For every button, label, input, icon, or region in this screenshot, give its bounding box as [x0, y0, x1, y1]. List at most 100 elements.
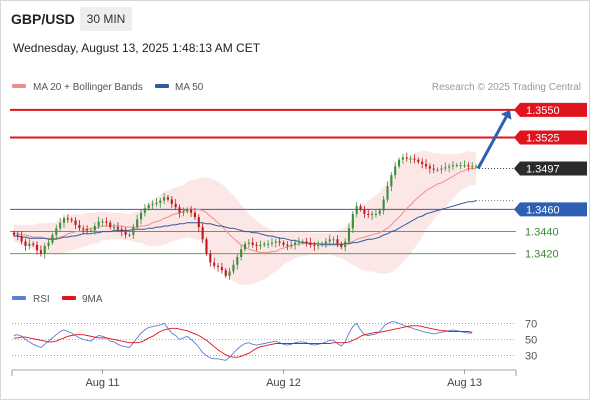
candle-body [351, 213, 354, 229]
candle-body [394, 166, 397, 176]
candle-body [155, 202, 158, 204]
candle-body [305, 241, 308, 243]
legend-ma20-label: MA 20 + Bollinger Bands [33, 82, 143, 93]
candle-body [93, 226, 96, 231]
candle-body [278, 241, 281, 243]
candle-body [51, 234, 54, 243]
level-label-4: 1.3420 [525, 249, 559, 261]
rsi-level-label-2: 30 [525, 351, 537, 363]
candle-body [89, 230, 93, 232]
candle-body [32, 243, 35, 245]
candle-body [421, 161, 424, 165]
candle-body [467, 165, 470, 167]
candle-body [270, 242, 274, 244]
candle-body [344, 241, 347, 248]
candle-body [282, 242, 285, 245]
chart-datetime: Wednesday, August 13, 2025 1:48:13 AM CE… [13, 41, 261, 55]
candle-body [324, 241, 327, 244]
candle-body [320, 243, 324, 245]
candle-body [78, 224, 81, 229]
candle-body [274, 241, 277, 243]
candle-body [459, 165, 462, 167]
candle-body [201, 227, 204, 240]
candle-body [174, 203, 177, 208]
candle-body [55, 228, 58, 235]
candle-body [290, 244, 293, 246]
candle-body [143, 208, 146, 213]
candle-body [455, 165, 458, 167]
candle-body [428, 166, 431, 169]
last-price-label: 1.3497 [526, 164, 560, 176]
level-tag-0 [514, 102, 587, 117]
candle-body [209, 253, 212, 263]
candle-body [378, 210, 381, 214]
candle-body [363, 209, 366, 214]
candle-body [409, 158, 412, 160]
candle-body [166, 197, 170, 200]
candle-body [74, 220, 77, 225]
candle-body [448, 166, 451, 168]
legend-rsi-swatch [12, 296, 26, 300]
candle-body [236, 256, 239, 265]
candle-body [228, 271, 231, 276]
credit-text: Research © 2025 Trading Central [432, 82, 581, 93]
rsi-line [13, 321, 473, 361]
candle-body [132, 227, 135, 235]
x-tick-label: Aug 13 [447, 377, 482, 389]
candle-body [216, 265, 220, 267]
candle-body [247, 242, 250, 244]
candle-body [124, 231, 127, 235]
candle-body [397, 159, 401, 167]
candle-body [151, 203, 154, 206]
candle-body [359, 206, 362, 210]
candle-body [232, 264, 235, 272]
candle-body [390, 175, 393, 187]
candle-body [255, 244, 258, 246]
candle-body [386, 186, 389, 200]
candle-body [367, 213, 370, 215]
candle-body [109, 222, 112, 228]
candle-body [309, 242, 312, 245]
candle-body [82, 228, 85, 230]
level-tags: 1.3550 1.3525 1.3460 1.3440 1.3420 1.3497 [514, 102, 587, 261]
level-tag-label-1: 1.3525 [526, 133, 560, 145]
bollinger-band-area [13, 150, 477, 285]
legend-ma50-label: MA 50 [175, 82, 204, 93]
projection-line [476, 116, 508, 170]
candle-body [163, 197, 166, 201]
candle-body [20, 235, 23, 242]
candle-body [39, 250, 42, 254]
rsi-panel: 70 50 30 [12, 318, 537, 363]
candle-body [197, 217, 200, 228]
candle-body [451, 165, 455, 167]
candle-body [182, 211, 185, 213]
candle-body [86, 229, 89, 231]
candle-body [120, 229, 123, 232]
candle-body [371, 213, 374, 215]
timeframe-button[interactable]: 30 MIN [80, 7, 132, 31]
instrument-title: GBP/USD [11, 11, 75, 27]
candle-body [136, 219, 139, 228]
candle-body [24, 241, 27, 246]
candles [12, 152, 478, 280]
candle-body [16, 234, 19, 236]
candle-body [347, 228, 351, 242]
candle-body [313, 244, 316, 246]
candle-body [186, 209, 189, 212]
candle-body [193, 212, 196, 218]
candle-body [139, 212, 143, 220]
candle-body [240, 249, 243, 257]
candle-body [328, 239, 331, 242]
candle-body [70, 219, 73, 221]
candle-body [444, 167, 447, 169]
legend-ma50-swatch [155, 84, 169, 88]
candle-body [190, 209, 193, 213]
candle-body [405, 157, 408, 159]
legend-9ma-swatch [62, 296, 76, 300]
candle-body [432, 168, 435, 170]
candle-body [301, 241, 304, 243]
candle-body [178, 207, 181, 213]
candle-body [340, 243, 343, 248]
candle-body [43, 245, 46, 254]
